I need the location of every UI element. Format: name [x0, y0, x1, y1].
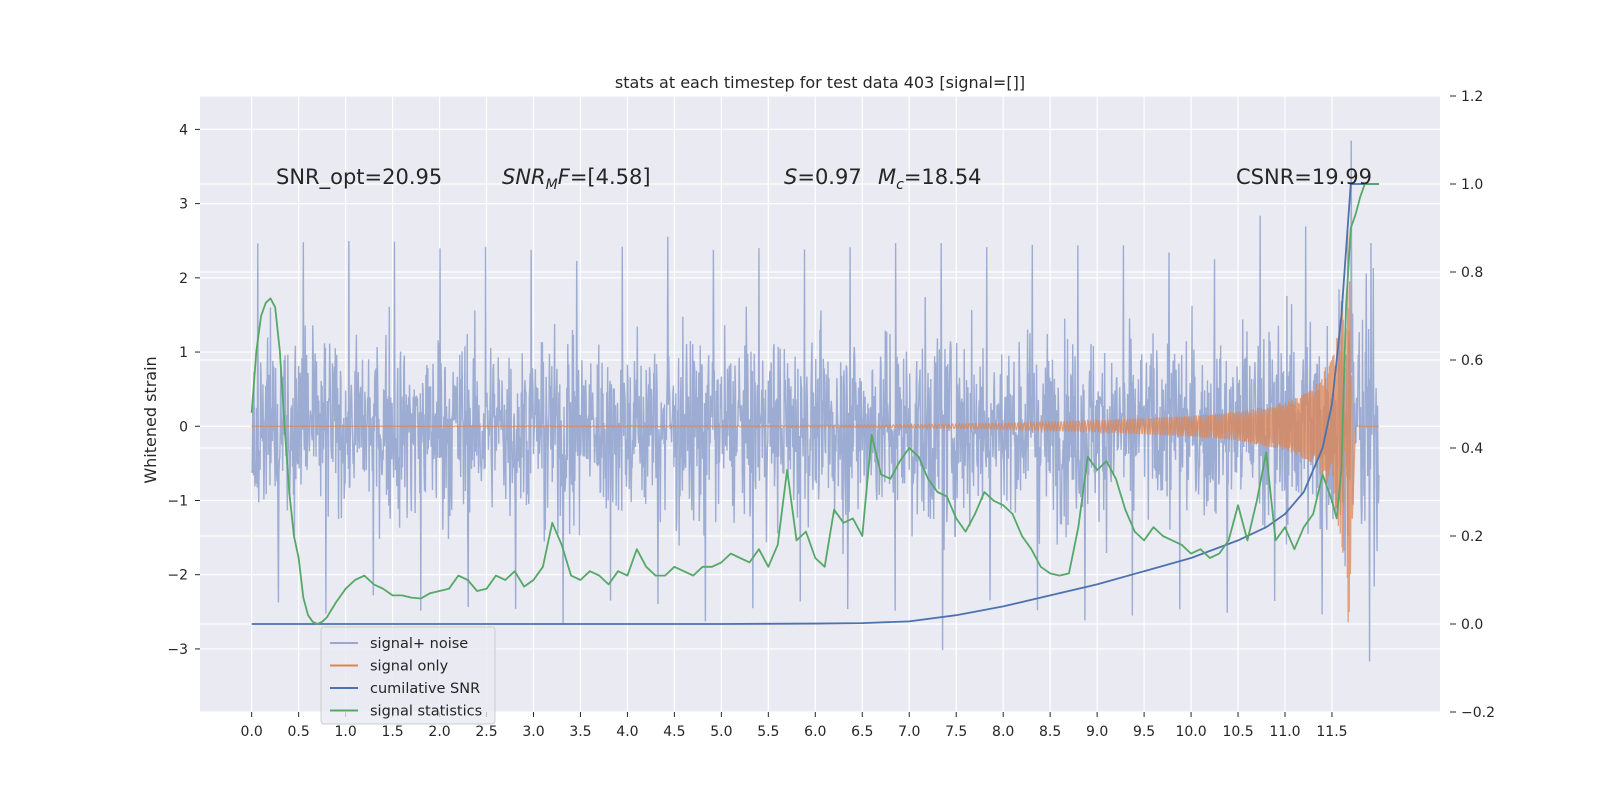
y2-tick-label: 0.6	[1461, 353, 1483, 369]
x-tick-label: 2.5	[475, 724, 497, 740]
x-tick-label: 7.0	[898, 724, 920, 740]
legend: signal+ noise signal only cumilative SNR si…	[320, 626, 496, 725]
signal-plus-noise-line	[250, 140, 1380, 662]
y2-tick-label: 1.2	[1461, 89, 1483, 105]
legend-label: cumilative SNR	[370, 681, 480, 697]
x-tick-label: 5.0	[710, 724, 732, 740]
y-tick-label: 3	[179, 197, 188, 213]
legend-label: signal only	[370, 659, 449, 675]
series-signal-only	[251, 231, 1379, 623]
y-tick-label: 4	[179, 122, 188, 138]
x-tick-label: 5.5	[757, 724, 779, 740]
y-axis-ticks: −3 −2 −1 0 1 2 3 4	[167, 122, 200, 658]
x-tick-label: 7.5	[945, 724, 967, 740]
annotation-s: S=0.97	[784, 165, 862, 189]
annotation-csnr: CSNR=19.99	[1236, 165, 1372, 189]
annotations: SNR_opt=20.95 SNRMF=[4.58] S=0.97 Mc=18.…	[276, 165, 1372, 193]
x-tick-label: 1.5	[381, 724, 403, 740]
y-tick-label: 0	[179, 419, 188, 435]
x-tick-label: 0.0	[241, 724, 263, 740]
line-series	[250, 183, 1379, 625]
x-tick-label: 1.0	[334, 724, 356, 740]
legend-label: signal+ noise	[370, 636, 468, 652]
annotation-mc: Mc=18.54	[878, 165, 982, 193]
series-signal-plus-noise	[250, 140, 1380, 662]
x-tick-label: 9.5	[1133, 724, 1155, 740]
annotation-snr-mf: SNRMF=[4.58]	[502, 165, 651, 193]
x-tick-label: 6.5	[851, 724, 873, 740]
x-tick-label: 11.0	[1269, 724, 1300, 740]
chart-title: stats at each timestep for test data 403…	[615, 73, 1025, 92]
x-tick-label: 11.5	[1316, 724, 1347, 740]
y-tick-label: −2	[167, 568, 188, 584]
x-tick-label: 10.5	[1222, 724, 1253, 740]
x-tick-label: 10.0	[1175, 724, 1206, 740]
x-tick-label: 6.0	[804, 724, 826, 740]
y2-tick-label: 0.8	[1461, 265, 1483, 281]
legend-frame	[320, 626, 496, 725]
y-tick-label: −3	[167, 642, 188, 658]
x-tick-label: 8.0	[992, 724, 1014, 740]
x-tick-label: 0.5	[288, 724, 310, 740]
y-tick-label: −1	[167, 493, 188, 509]
signal-statistics-line	[250, 183, 1379, 625]
y-tick-label: 2	[179, 271, 188, 287]
x-tick-label: 8.5	[1039, 724, 1061, 740]
y2-tick-label: −0.2	[1461, 705, 1495, 721]
x-axis-ticks: 0.0 0.5 1.0 1.5 2.0 2.5 3.0 3.5 4.0 4.5 5.0 5.5 6.0 6…	[241, 712, 1348, 740]
y2-tick-label: 1.0	[1461, 177, 1483, 193]
annotation-snr-opt: SNR_opt=20.95	[276, 165, 442, 190]
signal-only-line	[251, 231, 1379, 623]
x-tick-label: 3.0	[522, 724, 544, 740]
y2-tick-label: 0.2	[1461, 529, 1483, 545]
x-tick-label: 4.0	[616, 724, 638, 740]
y-tick-label: 1	[179, 345, 188, 361]
y-axis-label: Whitened strain	[141, 356, 160, 483]
y2-tick-label: 0.0	[1461, 617, 1483, 633]
y2-tick-label: 0.4	[1461, 441, 1483, 457]
x-tick-label: 4.5	[663, 724, 685, 740]
legend-label: signal statistics	[370, 704, 482, 720]
y2-axis-ticks: −0.2 0.0 0.2 0.4 0.6 0.8 1.0 1.2	[1450, 89, 1495, 721]
cumilative-snr-line	[251, 183, 1379, 625]
x-tick-label: 9.0	[1086, 724, 1108, 740]
x-tick-label: 3.5	[569, 724, 591, 740]
x-tick-label: 2.0	[428, 724, 450, 740]
